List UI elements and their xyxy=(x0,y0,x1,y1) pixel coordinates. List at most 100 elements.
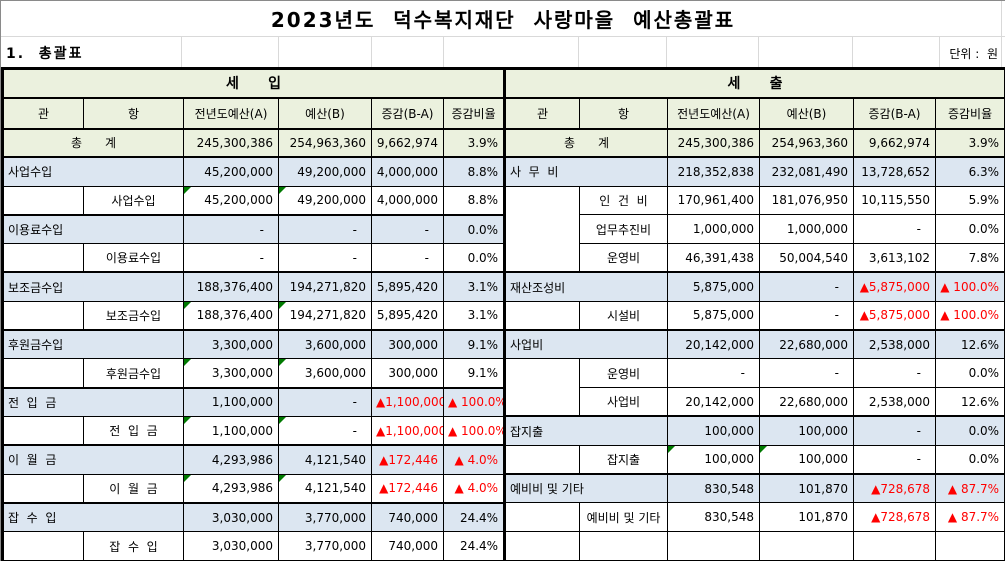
empty-cell xyxy=(505,531,580,561)
hang-rate: ▲ 100.0% xyxy=(934,300,1005,331)
gwan-diff: 13,728,652 xyxy=(853,156,936,187)
hang-label: 사업수입 xyxy=(83,185,184,216)
col-header-prev-budget: 전년도예산(A) xyxy=(667,97,760,130)
gwan-prev-budget: 1,100,000 xyxy=(183,386,279,417)
hang-row: 사업비 20,142,000 22,680,000 2,538,000 12.6% xyxy=(506,387,1005,417)
gwan-row: 사업수입 45,200,000 49,200,000 4,000,000 8.8% xyxy=(3,156,505,187)
gwan-label: 전 입 금 xyxy=(3,386,184,417)
gwan-rate: ▲ 100.0% xyxy=(934,271,1005,302)
gwan-empty-cell xyxy=(3,358,84,389)
decorative-gridline xyxy=(758,37,759,67)
hang-diff: - xyxy=(853,214,936,245)
hang-label: 시설비 xyxy=(579,300,668,331)
gwan-budget: 101,870 xyxy=(759,473,854,504)
gwan-rate: ▲ 4.0% xyxy=(442,444,505,475)
total-label: 총 계 xyxy=(3,128,184,159)
gwan-prev-budget: 45,200,000 xyxy=(183,156,279,187)
gwan-rate: 9.1% xyxy=(442,329,505,360)
revenue-column-header-row: 관 항 전년도예산(A) 예산(B) 증감(B-A) 증감비율 xyxy=(3,97,505,130)
hang-prev-budget: 5,875,000 xyxy=(667,300,760,331)
col-header-gwan: 관 xyxy=(3,97,84,130)
hang-label: 운영비 xyxy=(579,358,668,389)
unit-label: 단위 : 원 xyxy=(949,47,998,61)
gwan-diff: 740,000 xyxy=(371,501,444,533)
hang-diff: 10,115,550 xyxy=(853,185,936,216)
gwan-empty-cell xyxy=(505,502,580,533)
gwan-label: 보조금수입 xyxy=(3,271,184,302)
hang-rate: 3.1% xyxy=(442,300,505,331)
hang-diff: ▲5,875,000 xyxy=(853,300,936,331)
hang-prev-budget: 1,100,000 xyxy=(183,415,279,446)
hang-label: 업무추진비 xyxy=(579,214,668,245)
hang-diff: ▲172,446 xyxy=(371,473,444,504)
hang-rate: 0.0% xyxy=(934,358,1005,389)
gwan-empty-cell xyxy=(3,300,84,331)
empty-cell xyxy=(853,531,936,561)
hang-prev-budget: 830,548 xyxy=(667,502,760,533)
gwan-diff: ▲5,875,000 xyxy=(853,271,936,302)
gwan-prev-budget: 218,352,838 xyxy=(667,156,760,187)
total-row: 총 계 245,300,386 254,963,360 9,662,974 3.9% xyxy=(505,128,1005,159)
gwan-budget: 100,000 xyxy=(759,415,854,446)
col-header-gwan: 관 xyxy=(505,97,580,130)
gwan-empty-cell xyxy=(505,300,580,331)
hang-rate: 24.4% xyxy=(442,531,505,561)
hang-budget: 101,870 xyxy=(759,502,854,533)
gwan-prev-budget: 100,000 xyxy=(667,415,760,446)
gwan-empty-cell xyxy=(505,444,580,475)
gwan-row: 보조금수입 188,376,400 194,271,820 5,895,420 3.1% xyxy=(3,271,505,302)
hang-row: 이 월 금 4,293,986 4,121,540 ▲172,446 ▲ 4.0% xyxy=(3,473,505,504)
gwan-label: 이 월 금 xyxy=(3,444,184,475)
hang-prev-budget: 45,200,000 xyxy=(183,185,279,216)
hang-rate: 0.0% xyxy=(442,243,505,273)
total-budget: 254,963,360 xyxy=(759,128,854,159)
gwan-rate: 3.1% xyxy=(442,271,505,302)
col-header-rate: 증감비율 xyxy=(934,97,1005,130)
col-header-budget: 예산(B) xyxy=(278,97,372,130)
hang-prev-budget: 4,293,986 xyxy=(183,473,279,504)
gwan-budget: - xyxy=(759,271,854,302)
hang-label: 후원금수입 xyxy=(83,358,184,389)
total-rate: 3.9% xyxy=(442,128,505,159)
hang-label: 예비비 및 기타 xyxy=(579,502,668,533)
hang-prev-budget: 20,142,000 xyxy=(667,387,760,417)
hang-rate: 0.0% xyxy=(934,444,1005,475)
gwan-diff: 4,000,000 xyxy=(371,156,444,187)
total-prev-budget: 245,300,386 xyxy=(667,128,760,159)
gwan-empty-cell xyxy=(3,415,84,446)
gwan-budget: 49,200,000 xyxy=(278,156,372,187)
gwan-budget: - xyxy=(278,386,372,417)
gwan-row: 잡지출 100,000 100,000-0.0% xyxy=(505,415,1005,446)
meta-strip: 1. 총괄표 단위 : 원 xyxy=(1,36,1005,67)
gwan-budget: 232,081,490 xyxy=(759,156,854,187)
hang-row: 후원금수입 3,300,000 3,600,000 300,000 9.1% xyxy=(3,358,505,389)
decorative-gridline xyxy=(1001,1,1002,67)
gwan-empty-cell xyxy=(3,473,84,504)
hang-row: 사업수입 45,200,000 49,200,000 4,000,000 8.8% xyxy=(3,185,505,216)
revenue-section-title: 세 입 xyxy=(2,69,505,99)
col-header-prev-budget: 전년도예산(A) xyxy=(183,97,279,130)
revenue-table: 세 입 관 항 전년도예산(A) 예산(B) 증감(B-A) 증감비율 총 계 2… xyxy=(2,69,505,561)
hang-diff: - xyxy=(371,243,444,273)
gwan-row: 사업비 20,142,000 22,680,000 2,538,000 12.6% xyxy=(505,329,1005,360)
hang-budget: 194,271,820 xyxy=(278,300,372,331)
gwan-label: 잡지출 xyxy=(505,415,668,446)
hang-row: 전 입 금 1,100,000- ▲1,100,000 ▲ 100.0% xyxy=(3,415,505,446)
gwan-rate: 6.3% xyxy=(934,156,1005,187)
revenue-header-row: 세 입 xyxy=(2,69,505,99)
expenditure-column-header-row: 관 항 전년도예산(A) 예산(B) 증감(B-A) 증감비율 xyxy=(505,97,1005,130)
hang-row: 잡 수 입 3,030,000 3,770,000 740,000 24.4% xyxy=(3,531,505,561)
gwan-prev-budget: 3,300,000 xyxy=(183,329,279,360)
hang-diff: 300,000 xyxy=(371,358,444,389)
gwan-diff: ▲728,678 xyxy=(853,473,936,504)
hang-row: 잡지출 100,000 100,000-0.0% xyxy=(505,444,1005,475)
hang-rate: 8.8% xyxy=(442,185,505,216)
hang-row xyxy=(505,531,1005,561)
gwan-label: 사업비 xyxy=(505,329,668,360)
hang-budget: 4,121,540 xyxy=(278,473,372,504)
decorative-gridline xyxy=(852,37,853,67)
hang-prev-budget: 188,376,400 xyxy=(183,300,279,331)
gwan-rate: ▲ 87.7% xyxy=(934,473,1005,504)
